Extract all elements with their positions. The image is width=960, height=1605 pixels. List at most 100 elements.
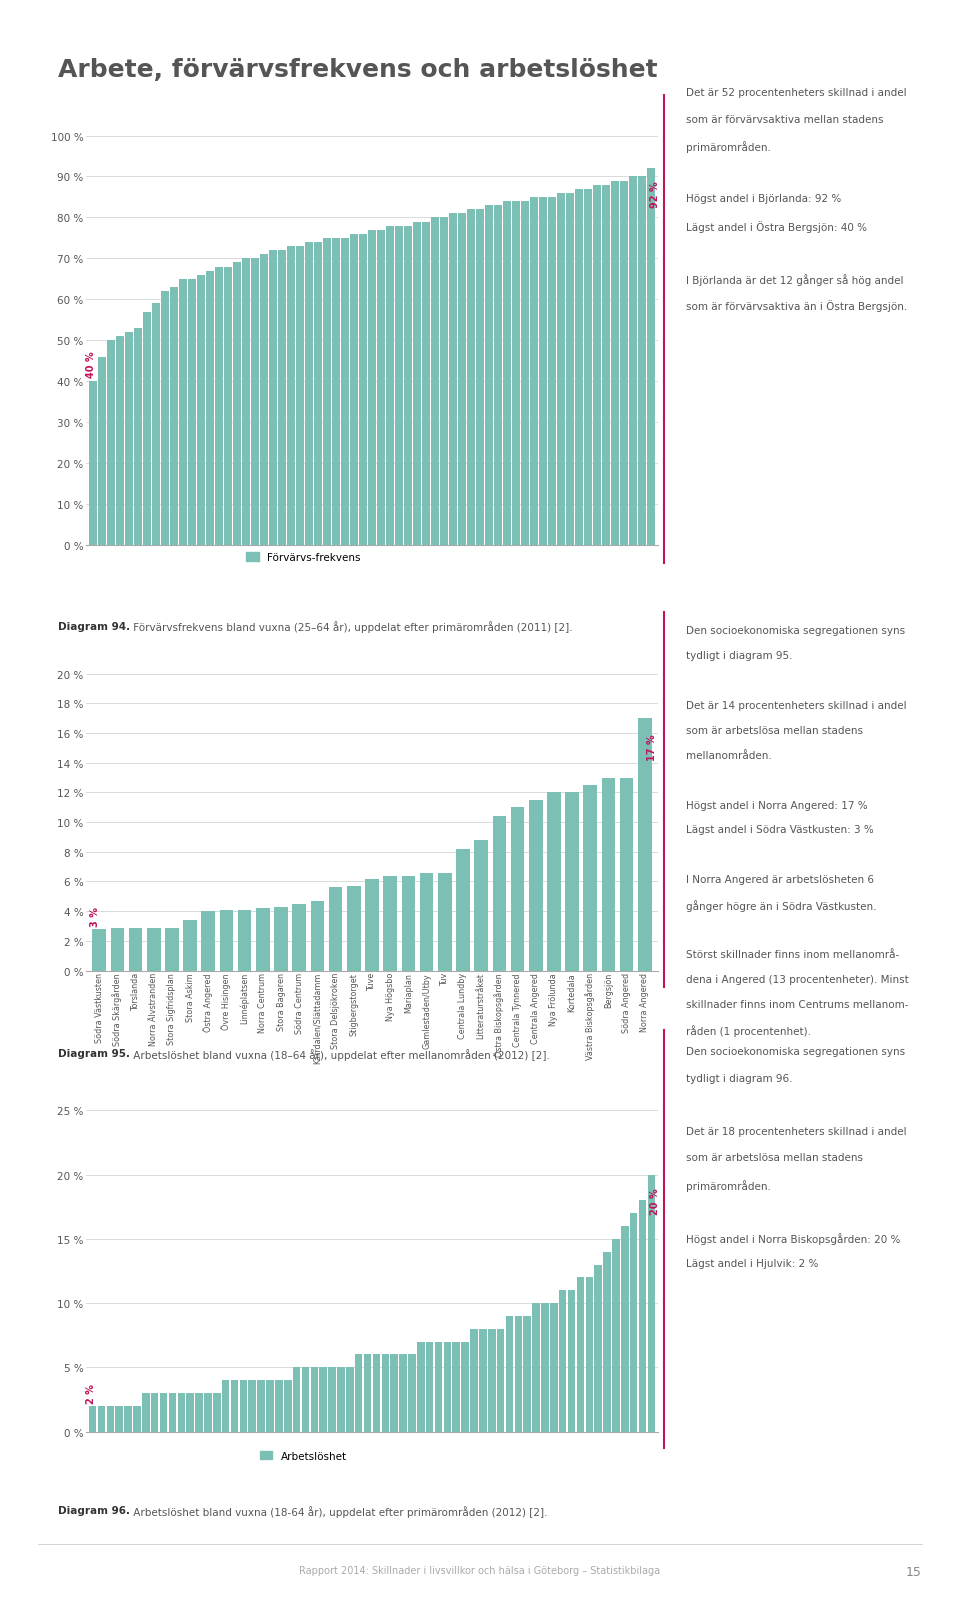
Text: 20 %: 20 % [650, 1188, 660, 1215]
Bar [256, 908, 270, 971]
Bar [399, 1355, 407, 1432]
Bar [197, 276, 204, 546]
Bar [169, 1393, 177, 1432]
Bar [301, 1367, 309, 1432]
Bar [347, 886, 361, 971]
Bar [238, 910, 252, 971]
Text: tydligt i diagram 96.: tydligt i diagram 96. [686, 1072, 793, 1083]
Bar [630, 177, 637, 546]
Text: Diagram 96.: Diagram 96. [58, 1505, 130, 1515]
Bar [142, 1393, 150, 1432]
Bar [462, 1342, 468, 1432]
Text: 3 %: 3 % [90, 907, 101, 926]
Legend: Arbetslöshet: Arbetslöshet [255, 1111, 351, 1130]
Text: Arbetslöshet bland vuxna (18–64 år), uppdelat efter mellanområden (2012) [2].: Arbetslöshet bland vuxna (18–64 år), upp… [130, 1048, 549, 1059]
Text: Lägst andel i Hjulvik: 2 %: Lägst andel i Hjulvik: 2 % [686, 1258, 819, 1268]
Bar [586, 1278, 593, 1432]
Bar [541, 1303, 549, 1432]
Text: tydligt i diagram 95.: tydligt i diagram 95. [686, 652, 793, 661]
Text: Diagram 94.: Diagram 94. [58, 621, 130, 631]
Bar [107, 340, 114, 546]
Bar [278, 250, 286, 546]
Bar [89, 382, 97, 546]
Bar [381, 1355, 389, 1432]
Bar [161, 292, 169, 546]
Bar [350, 234, 358, 546]
Bar [311, 902, 324, 971]
Text: Högst andel i Björlanda: 92 %: Högst andel i Björlanda: 92 % [686, 194, 842, 204]
Bar [602, 778, 615, 971]
Bar [276, 1380, 282, 1432]
Bar [341, 239, 348, 546]
Bar [124, 1406, 132, 1432]
Text: 17 %: 17 % [647, 733, 658, 761]
Bar [620, 778, 634, 971]
Bar [92, 929, 106, 971]
Bar [284, 1380, 292, 1432]
Bar [449, 213, 457, 546]
Bar [513, 202, 520, 546]
Bar [468, 210, 475, 546]
Bar [435, 1342, 443, 1432]
Bar [417, 1342, 424, 1432]
Bar [584, 785, 597, 971]
Text: Det är 14 procentenheters skillnad i andel: Det är 14 procentenheters skillnad i and… [686, 700, 907, 711]
Bar [204, 1393, 212, 1432]
Bar [404, 226, 412, 546]
Bar [559, 1290, 566, 1432]
Bar [638, 177, 646, 546]
Bar [620, 181, 628, 546]
Bar [612, 181, 619, 546]
Text: skillnader finns inom Centrums mellanom-: skillnader finns inom Centrums mellanom- [686, 998, 909, 1010]
Text: 2 %: 2 % [85, 1384, 96, 1403]
Bar [170, 287, 178, 546]
Bar [577, 1278, 585, 1432]
Bar [511, 807, 524, 971]
Bar [98, 358, 106, 546]
Bar [213, 1393, 221, 1432]
Text: Arbetslöshet bland vuxna (18-64 år), uppdelat efter primärområden (2012) [2].: Arbetslöshet bland vuxna (18-64 år), upp… [130, 1505, 547, 1517]
Bar [575, 189, 583, 546]
Bar [603, 1252, 611, 1432]
Text: råden (1 procentenhet).: råden (1 procentenhet). [686, 1024, 811, 1035]
Bar [188, 279, 196, 546]
Text: Diagram 95.: Diagram 95. [58, 1048, 130, 1058]
Bar [431, 218, 439, 546]
Bar [638, 1201, 646, 1432]
Text: I Norra Angered är arbetslösheten 6: I Norra Angered är arbetslösheten 6 [686, 875, 875, 884]
Bar [220, 910, 233, 971]
Bar [222, 1380, 229, 1432]
Bar [396, 226, 403, 546]
Bar [585, 189, 592, 546]
Bar [89, 1406, 96, 1432]
Bar [369, 231, 375, 546]
Bar [647, 169, 655, 546]
Legend: Arbetslöshet: Arbetslöshet [255, 1446, 351, 1465]
Bar [566, 194, 574, 546]
Bar [293, 904, 306, 971]
Bar [296, 247, 303, 546]
Bar [365, 880, 379, 971]
Bar [488, 1329, 495, 1432]
Bar [293, 1367, 300, 1432]
Bar [275, 907, 288, 971]
Text: Förvärvsfrekvens bland vuxna (25–64 år), uppdelat efter primärområden (2011) [2]: Förvärvsfrekvens bland vuxna (25–64 år),… [130, 621, 572, 632]
Bar [567, 1290, 575, 1432]
Bar [521, 202, 529, 546]
Bar [116, 337, 124, 546]
Bar [165, 928, 179, 971]
Text: Störst skillnader finns inom mellanområ-: Störst skillnader finns inom mellanområ- [686, 950, 900, 960]
Text: som är arbetslösa mellan stadens: som är arbetslösa mellan stadens [686, 725, 863, 735]
Text: Den socioekonomiska segregationen syns: Den socioekonomiska segregationen syns [686, 1046, 905, 1056]
Bar [230, 1380, 238, 1432]
Text: Högst andel i Norra Angered: 17 %: Högst andel i Norra Angered: 17 % [686, 801, 868, 811]
Bar [202, 912, 215, 971]
Bar [151, 1393, 158, 1432]
Bar [486, 205, 492, 546]
Text: I Björlanda är det 12 gånger så hög andel: I Björlanda är det 12 gånger så hög ande… [686, 274, 904, 286]
Bar [337, 1367, 345, 1432]
Bar [456, 849, 469, 971]
Bar [314, 242, 322, 546]
Bar [115, 1406, 123, 1432]
Bar [638, 719, 652, 971]
